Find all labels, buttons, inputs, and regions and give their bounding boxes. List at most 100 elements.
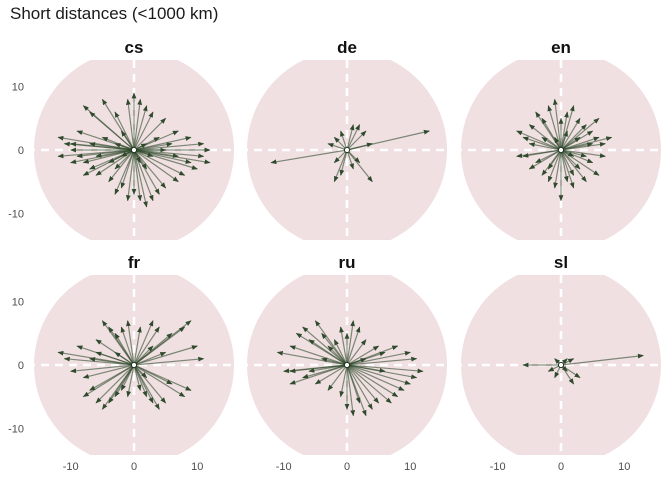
x-tick-label: 10 (618, 461, 630, 473)
x-tick-label: 0 (558, 461, 564, 473)
vector-arrow (82, 364, 135, 398)
vector-arrow (346, 364, 361, 404)
vector-arrow (308, 339, 348, 366)
vector-arrow (133, 117, 167, 151)
y-tick-label: 10 (12, 297, 24, 309)
vector-arrow (346, 339, 367, 366)
vector-arrow (560, 149, 575, 176)
vector-arrow (346, 320, 355, 366)
vector-arrow (346, 364, 411, 385)
vector-arrow (321, 332, 348, 366)
panel-title: fr (128, 253, 141, 272)
vector-arrow (528, 142, 562, 151)
panel-cs: cs (27, 38, 241, 240)
vector-arrow (327, 345, 348, 366)
vector-arrow (133, 326, 142, 366)
vector-arrow (560, 149, 587, 183)
vector-arrow (126, 364, 135, 398)
origin-point (130, 146, 138, 154)
vector-arrow (133, 320, 192, 366)
vector-arrow (346, 356, 418, 366)
vector-arrow (346, 364, 386, 373)
x-tick-label: -10 (490, 461, 506, 473)
vector-arrow (114, 143, 135, 151)
vector-arrow (346, 124, 361, 151)
vector-arrow (552, 98, 562, 151)
panel-de: de (240, 38, 454, 240)
vector-arrow (560, 142, 594, 151)
vector-arrow (346, 149, 354, 170)
vector-arrow (560, 149, 569, 183)
vector-arrow (339, 326, 348, 366)
vector-arrow (133, 149, 186, 176)
vector-arrow (133, 142, 173, 151)
vector-arrow (133, 364, 148, 398)
vector-arrow (535, 149, 562, 164)
vector-arrow (346, 351, 411, 366)
vector-arrow (120, 326, 135, 366)
vector-arrow (333, 339, 348, 366)
vector-arrow (346, 364, 356, 417)
vector-arrow (308, 364, 348, 373)
vector-arrow (108, 149, 135, 183)
vector-arrow (133, 149, 148, 170)
origin-point (557, 146, 565, 154)
vector-arrow (76, 149, 135, 159)
panel-title: de (337, 38, 357, 57)
vector-arrow (133, 364, 173, 385)
vector-arrow (133, 364, 167, 404)
vector-arrow (133, 149, 167, 189)
vector-arrow (346, 142, 373, 151)
vector-arrow (95, 149, 135, 176)
vector-arrow (553, 149, 562, 189)
panel-title: ru (339, 253, 356, 272)
vector-arrow (70, 149, 135, 164)
vector-arrow (133, 364, 186, 398)
vector-arrow (133, 326, 160, 366)
vector-arrow (314, 364, 348, 385)
origin-point (130, 361, 138, 369)
vector-arrow (522, 136, 562, 151)
vector-arrow (560, 130, 568, 151)
vector-arrow (346, 130, 367, 151)
vector-arrow (95, 364, 135, 404)
vector-arrow (270, 149, 348, 165)
vector-arrow (346, 326, 361, 366)
vector-arrow (346, 124, 355, 151)
vector-arrow (547, 149, 562, 170)
panel-title: en (551, 38, 571, 57)
vector-arrow (346, 149, 373, 183)
vector-arrow (340, 130, 348, 151)
vector-arrow (346, 345, 380, 366)
vector-arrow (276, 350, 348, 366)
vector-arrow (120, 364, 135, 391)
vector-arrow (82, 364, 135, 379)
vector-arrow (114, 149, 135, 170)
x-tick-label: 0 (344, 461, 350, 473)
vector-arrow (547, 149, 562, 183)
vector-arrow (133, 105, 148, 151)
x-tick-label: -10 (276, 461, 292, 473)
origin-point (343, 361, 351, 369)
vector-arrow (327, 143, 348, 151)
chart-title: Short distances (<1000 km) (10, 4, 219, 23)
y-tick-label: -10 (8, 208, 24, 220)
vector-arrow (133, 136, 160, 151)
vector-arrow (333, 149, 348, 183)
vector-arrow (321, 357, 348, 366)
origin-point (343, 146, 351, 154)
panel-title: cs (125, 38, 144, 57)
vector-arrow (95, 339, 135, 366)
vector-arrow (125, 98, 135, 151)
vector-arrow (516, 130, 562, 151)
y-tick-label: 0 (18, 145, 24, 157)
vector-arrow (133, 98, 143, 151)
x-tick-label: 0 (131, 461, 137, 473)
vector-arrow (120, 130, 135, 151)
y-tick-label: 10 (12, 82, 24, 94)
vector-arrow (133, 345, 154, 366)
vector-arrow (560, 117, 581, 151)
panel-en: en (454, 38, 668, 240)
vector-arrow (560, 353, 644, 366)
vector-arrow (133, 149, 179, 183)
